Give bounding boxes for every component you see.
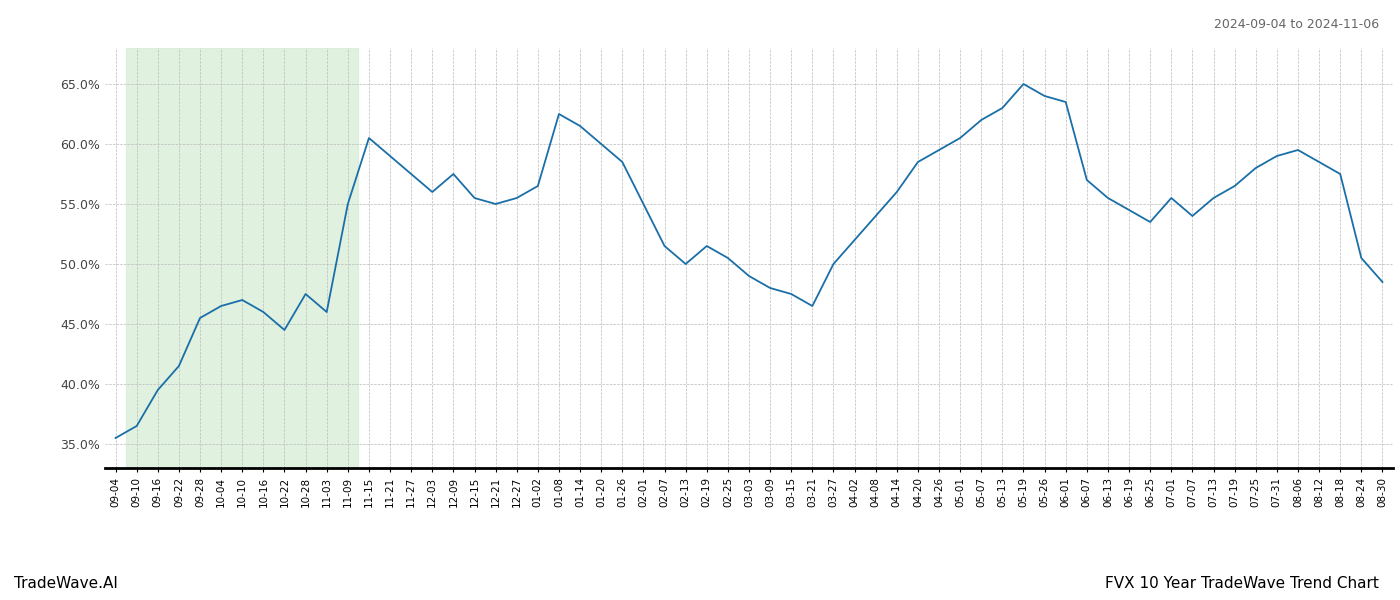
Text: 2024-09-04 to 2024-11-06: 2024-09-04 to 2024-11-06 (1214, 18, 1379, 31)
Text: TradeWave.AI: TradeWave.AI (14, 576, 118, 591)
Text: FVX 10 Year TradeWave Trend Chart: FVX 10 Year TradeWave Trend Chart (1105, 576, 1379, 591)
Bar (126, 48, 358, 468)
